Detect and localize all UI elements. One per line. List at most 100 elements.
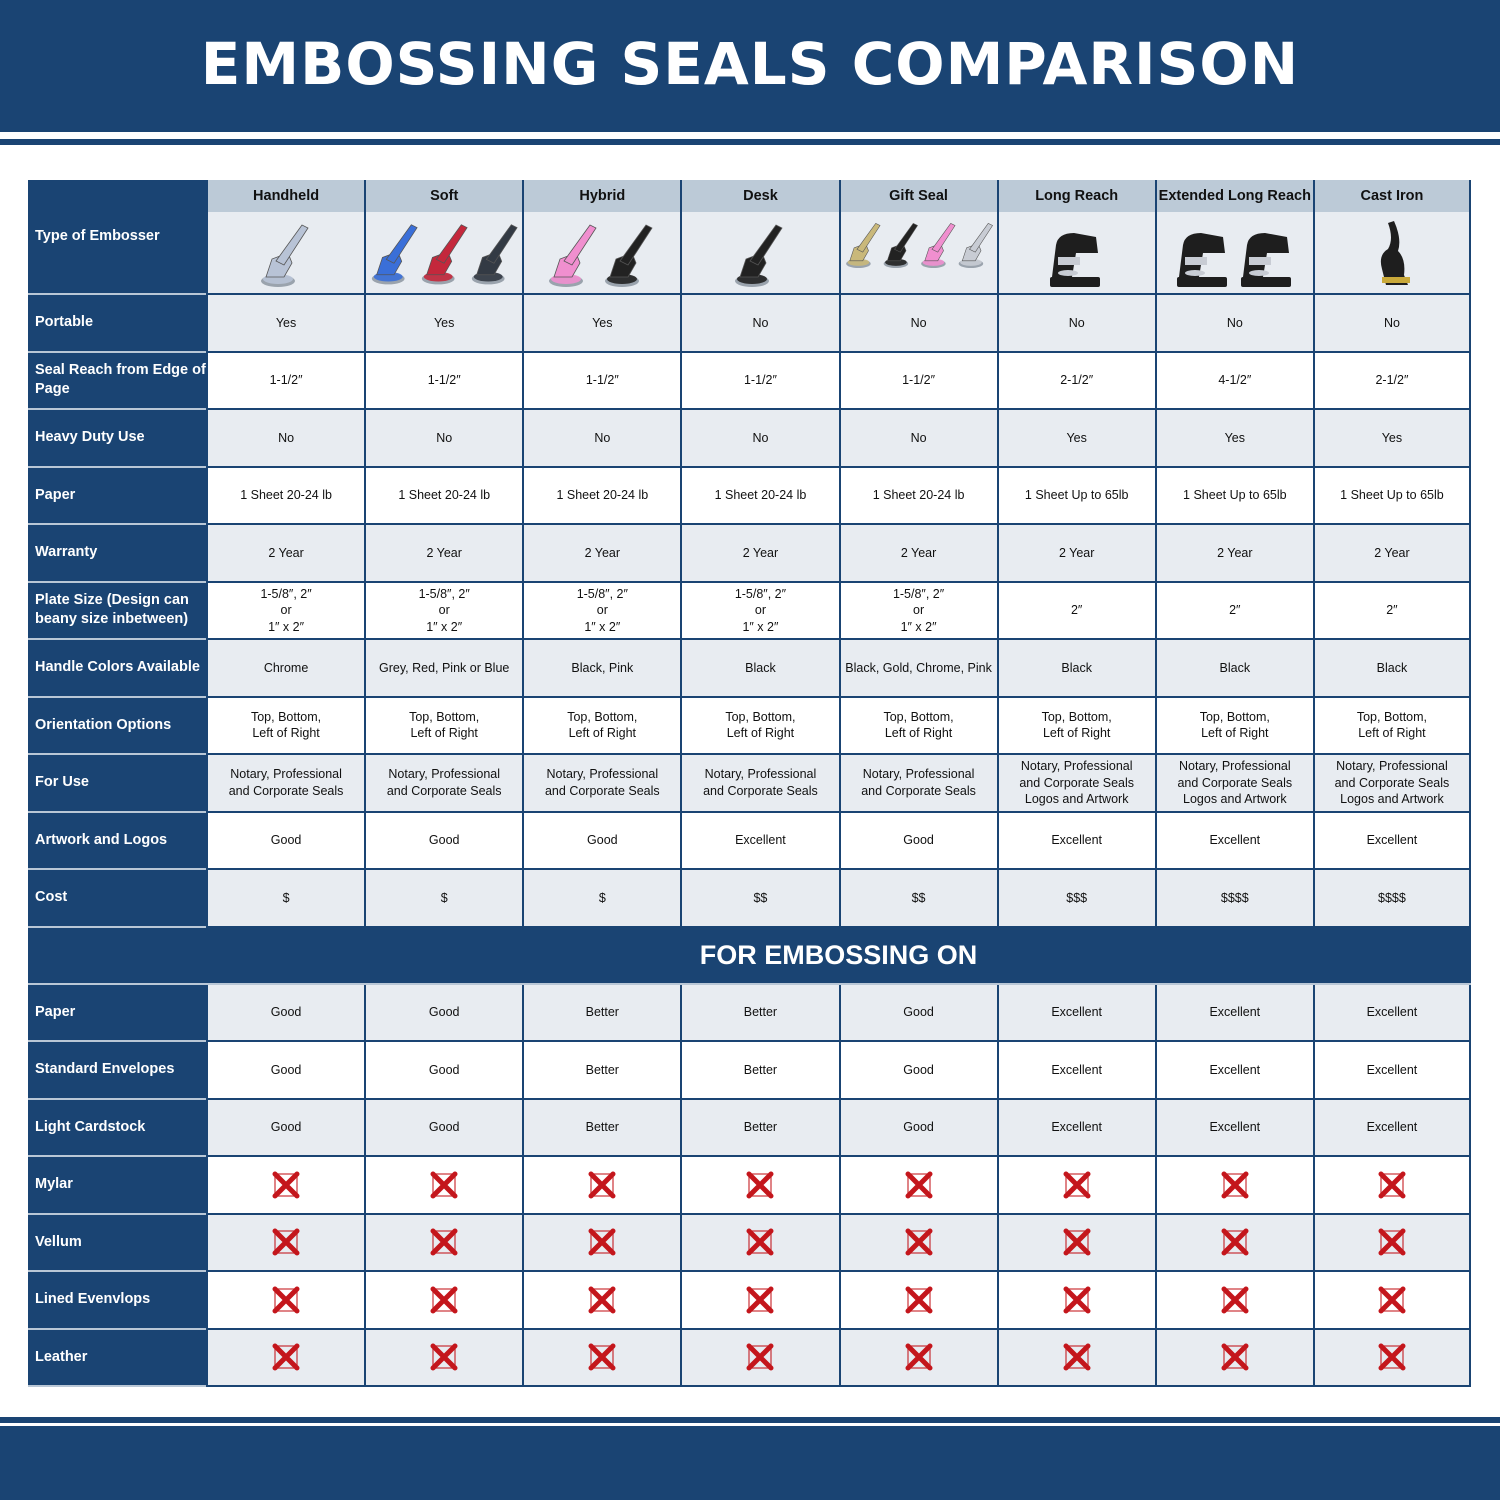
table-row: Cost $ $ $ $$ $$ $$$ $$$$ $$$$ — [28, 870, 1471, 928]
table-cell: Good — [838, 1099, 997, 1157]
table-cell: Better — [680, 984, 839, 1042]
table-cell: 1 Sheet Up to 65lb — [1154, 467, 1313, 525]
table-cell: Yes — [522, 295, 681, 353]
x-icon — [1312, 1157, 1471, 1215]
table-cell: Top, Bottom, Left of Right — [206, 697, 365, 755]
table-cell: Yes — [206, 295, 365, 353]
table-cell: 1 Sheet 20-24 lb — [838, 467, 997, 525]
divider — [0, 139, 1500, 145]
section-title: FOR EMBOSSING ON — [28, 927, 1471, 985]
row-label: Lined Evenvlops — [28, 1272, 206, 1330]
column-name: Handheld — [208, 180, 365, 212]
x-icon — [522, 1272, 681, 1330]
page-title: EMBOSSING SEALS COMPARISON — [200, 30, 1300, 98]
table-cell: Better — [522, 1042, 681, 1100]
table-cell: Yes — [1312, 410, 1471, 468]
x-icon — [1312, 1329, 1471, 1387]
x-icon — [838, 1214, 997, 1272]
x-icon — [838, 1272, 997, 1330]
x-icon — [206, 1214, 365, 1272]
x-icon — [522, 1157, 681, 1215]
title-banner: EMBOSSING SEALS COMPARISON — [0, 0, 1500, 132]
row-label: Plate Size (Design can beany size inbetw… — [28, 582, 206, 640]
table-cell: Good — [838, 812, 997, 870]
x-icon — [838, 1157, 997, 1215]
row-label: Standard Envelopes — [28, 1042, 206, 1100]
table-cell: 2 Year — [1154, 525, 1313, 583]
table-row: Light Cardstock Good Good Better Better Good E… — [28, 1099, 1471, 1157]
table-cell: Black, Pink — [522, 640, 681, 698]
table-cell: No — [680, 410, 839, 468]
table-cell: Black, Gold, Chrome, Pink — [838, 640, 997, 698]
table-cell: 1-5/8″, 2″ or 1″ x 2″ — [364, 582, 523, 640]
column-header: Extended Long Reach — [1154, 180, 1313, 295]
table-row: Vellum — [28, 1214, 1471, 1272]
table-cell: Notary, Professional and Corporate Seals… — [1154, 755, 1313, 813]
table-cell: $$ — [680, 870, 839, 928]
table-cell: Notary, Professional and Corporate Seals… — [996, 755, 1155, 813]
table-cell: Yes — [996, 410, 1155, 468]
row-label: Paper — [28, 467, 206, 525]
column-name: Extended Long Reach — [1156, 180, 1313, 212]
table-cell: Black — [1312, 640, 1471, 698]
table-cell: No — [996, 295, 1155, 353]
table-cell: 2″ — [1312, 582, 1471, 640]
table-cell: 2 Year — [364, 525, 523, 583]
x-icon — [996, 1329, 1155, 1387]
table-cell: Excellent — [1154, 1042, 1313, 1100]
table-cell: Good — [206, 1042, 365, 1100]
table-cell: No — [1312, 295, 1471, 353]
table-cell: 2-1/2″ — [996, 352, 1155, 410]
table-cell: Black — [1154, 640, 1313, 698]
black-desk-embosser-icon — [685, 212, 835, 293]
table-row: Paper 1 Sheet 20-24 lb 1 Sheet 20-24 lb 1 S… — [28, 467, 1471, 525]
table-cell: Black — [680, 640, 839, 698]
x-icon — [996, 1157, 1155, 1215]
table-row: Portable Yes Yes Yes No No No No No — [28, 295, 1471, 353]
table-cell: 1-5/8″, 2″ or 1″ x 2″ — [206, 582, 365, 640]
row-label: Mylar — [28, 1157, 206, 1215]
table-cell: Good — [364, 812, 523, 870]
table-cell: 1-1/2″ — [680, 352, 839, 410]
column-header: Gift Seal — [838, 180, 997, 295]
row-label: Heavy Duty Use — [28, 410, 206, 468]
table-cell: No — [838, 295, 997, 353]
table-cell: 1-1/2″ — [364, 352, 523, 410]
x-icon — [1312, 1214, 1471, 1272]
table-row: Standard Envelopes Good Good Better Better Go… — [28, 1042, 1471, 1100]
x-icon — [206, 1329, 365, 1387]
table-row: Handle Colors Available Chrome Grey, Red, … — [28, 640, 1471, 698]
table-cell: 1-5/8″, 2″ or 1″ x 2″ — [522, 582, 681, 640]
x-icon — [364, 1214, 523, 1272]
x-icon — [364, 1157, 523, 1215]
table-cell: Grey, Red, Pink or Blue — [364, 640, 523, 698]
table-cell: 1-5/8″, 2″ or 1″ x 2″ — [838, 582, 997, 640]
table-cell: 1-1/2″ — [838, 352, 997, 410]
table-cell: Better — [522, 984, 681, 1042]
column-name: Hybrid — [524, 180, 681, 212]
divider — [0, 1417, 1500, 1423]
table-cell: 2 Year — [206, 525, 365, 583]
table-cell: 2 Year — [1312, 525, 1471, 583]
blue-red-black-soft-embossers-icon — [369, 212, 519, 293]
table-cell: Excellent — [1154, 1099, 1313, 1157]
table-cell: 2-1/2″ — [1312, 352, 1471, 410]
x-icon — [680, 1157, 839, 1215]
table-cell: 1 Sheet 20-24 lb — [680, 467, 839, 525]
x-icon — [1154, 1272, 1313, 1330]
row-label: Cost — [28, 870, 206, 928]
table-cell: Good — [364, 1099, 523, 1157]
table-cell: 1 Sheet Up to 65lb — [996, 467, 1155, 525]
table-cell: No — [522, 410, 681, 468]
x-icon — [522, 1214, 681, 1272]
table-cell: 2″ — [1154, 582, 1313, 640]
table-row: Warranty 2 Year 2 Year 2 Year 2 Year 2 Year 2 … — [28, 525, 1471, 583]
x-icon — [364, 1329, 523, 1387]
table-cell: $ — [206, 870, 365, 928]
table-cell: Excellent — [996, 812, 1155, 870]
table-row: Paper Good Good Better Better Good Excellent Ex… — [28, 984, 1471, 1042]
x-icon — [364, 1272, 523, 1330]
table-cell: Notary, Professional and Corporate Seals — [838, 755, 997, 813]
table-cell: 2 Year — [838, 525, 997, 583]
table-cell: No — [1154, 295, 1313, 353]
